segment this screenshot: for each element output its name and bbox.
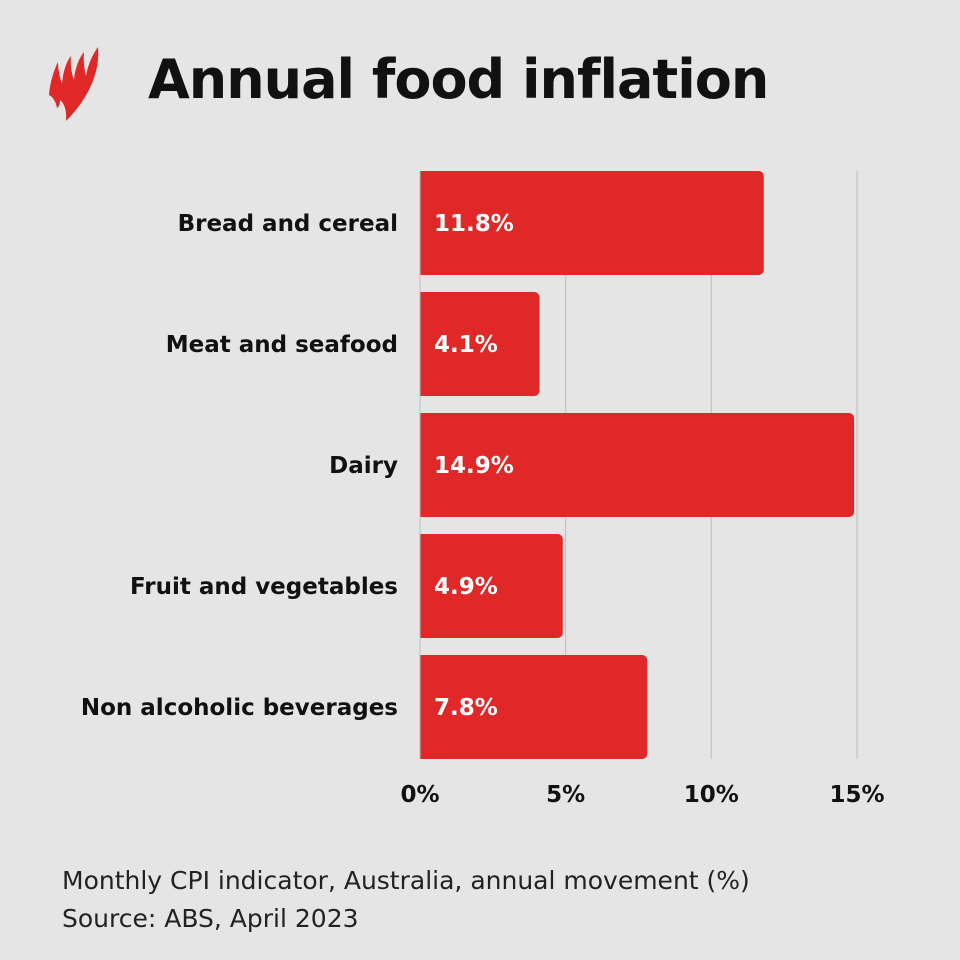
category-label: Non alcoholic beverages	[81, 695, 398, 721]
chart-source: Source: ABS, April 2023	[62, 904, 359, 933]
bar-value-label: 14.9%	[434, 453, 514, 479]
bar-left-edge	[420, 292, 426, 396]
logo-mark	[49, 47, 99, 121]
x-tick-label: 15%	[829, 782, 884, 808]
bar-left-edge	[420, 655, 426, 759]
bar	[420, 171, 764, 275]
bar-chart: 0% 5% 10% 15% 11.8% Bread and cereal 4.1% Meat …	[81, 171, 885, 808]
category-label: Fruit and vegetables	[130, 574, 398, 600]
x-tick-label: 0%	[400, 782, 439, 808]
bar-value-label: 4.9%	[434, 574, 498, 600]
x-tick-label: 10%	[684, 782, 739, 808]
category-label: Dairy	[329, 453, 398, 479]
category-label: Meat and seafood	[166, 332, 398, 358]
category-label: Bread and cereal	[178, 211, 398, 237]
bar-value-label: 7.8%	[434, 695, 498, 721]
chart-description: Monthly CPI indicator, Australia, annual…	[62, 866, 750, 895]
x-tick-label: 5%	[546, 782, 585, 808]
bar	[420, 292, 540, 396]
bar-value-label: 4.1%	[434, 332, 498, 358]
bar-left-edge	[420, 534, 426, 638]
bar	[420, 655, 648, 759]
bar-value-label: 11.8%	[434, 211, 514, 237]
bar	[420, 413, 855, 517]
bar-left-edge	[420, 413, 426, 517]
bar-left-edge	[420, 171, 426, 275]
chart-title: Annual food inflation	[148, 48, 769, 111]
sbs-logo	[49, 47, 99, 121]
bar	[420, 534, 563, 638]
